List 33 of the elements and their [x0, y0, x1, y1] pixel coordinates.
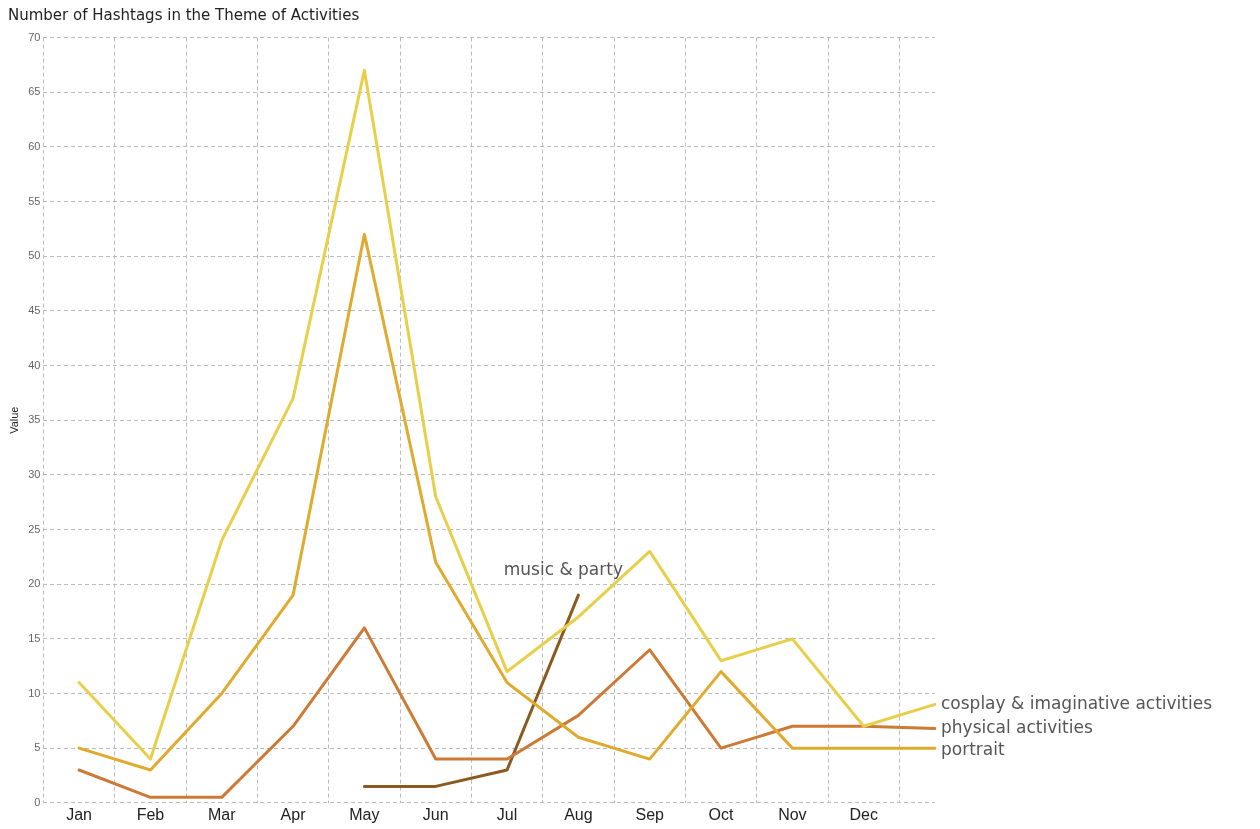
y-tick-label: 45 [28, 303, 41, 316]
y-tick-label: 35 [28, 413, 41, 426]
y-tick-label: 40 [28, 358, 41, 371]
y-tick-label: 50 [28, 249, 41, 262]
x-tick-label: Nov [778, 805, 807, 823]
y-tick-label: 20 [28, 577, 41, 590]
x-tick-label: Mar [207, 805, 237, 823]
y-tick-label: 10 [28, 686, 41, 699]
y-tick-label: 60 [28, 139, 41, 152]
y-axis-title: Value [7, 406, 20, 434]
chart-title: Number of Hashtags in the Theme of Activities [8, 6, 360, 24]
series-label: cosplay & imaginative activities [941, 692, 1213, 713]
y-tick-label: 70 [28, 30, 41, 43]
y-tick-label: 55 [28, 194, 41, 207]
x-tick-label: Jan [66, 805, 92, 823]
x-tick-label: Oct [708, 805, 735, 823]
y-tick-label: 15 [28, 631, 41, 644]
y-tick-label: 25 [28, 522, 41, 535]
x-tick-label: Dec [849, 805, 878, 823]
y-tick-label: 30 [28, 467, 41, 480]
y-tick-label: 5 [34, 741, 41, 754]
series-label: portrait [941, 738, 1005, 759]
x-tick-label: Apr [280, 805, 307, 823]
y-tick-label: 0 [34, 795, 41, 808]
x-tick-label: Aug [564, 805, 593, 823]
x-tick-label: Jul [496, 805, 518, 823]
x-tick-label: Jun [422, 805, 449, 823]
series-label: physical activities [941, 716, 1093, 737]
x-tick-label: May [349, 805, 380, 823]
series-label: music & party [503, 559, 623, 580]
x-tick-label: Feb [136, 805, 165, 823]
y-tick-label: 65 [28, 85, 41, 98]
x-tick-label: Sep [635, 805, 665, 823]
